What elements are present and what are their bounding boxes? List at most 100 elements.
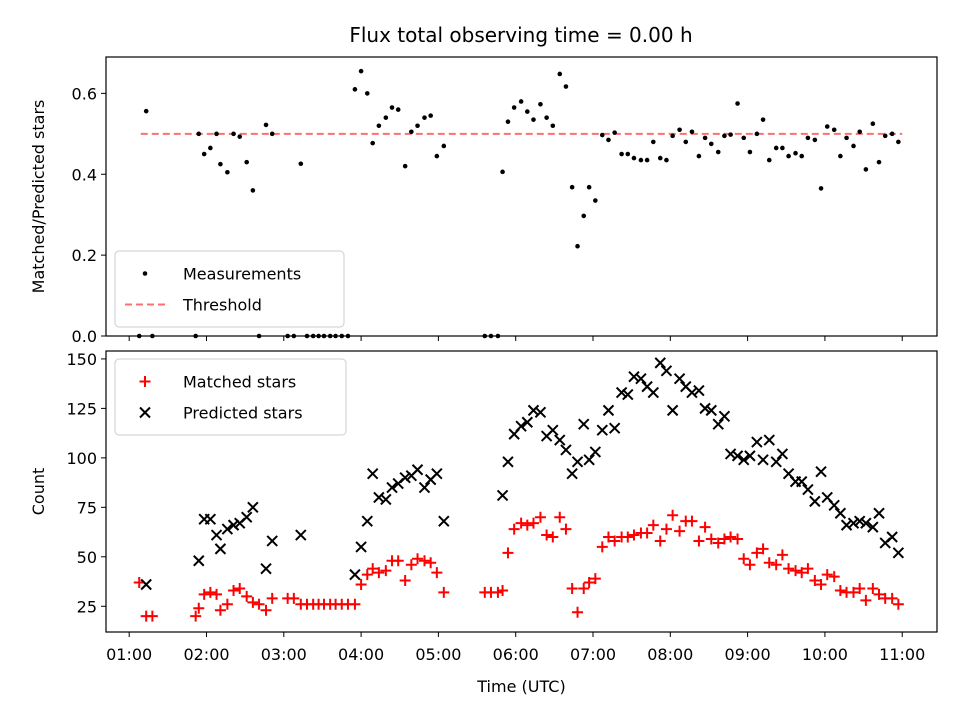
legend-label: Predicted stars (183, 404, 303, 423)
counts-y-axis: 25 50 75 100 125 150 (66, 350, 106, 616)
data-point (625, 151, 631, 157)
data-point (339, 333, 345, 339)
data-point (718, 410, 731, 423)
data-point (889, 131, 895, 137)
x-axis-label: Time (UTC) (476, 677, 565, 696)
x-tick-label: 02:00 (183, 645, 229, 664)
data-point (497, 584, 509, 596)
ratio-y-tick-label: 0.0 (72, 327, 97, 346)
data-point (651, 139, 656, 145)
data-point (352, 87, 358, 92)
data-point (760, 117, 766, 122)
data-point (244, 159, 249, 165)
data-point (790, 565, 802, 577)
data-point (211, 588, 223, 600)
data-point (208, 145, 213, 151)
legend-marker-swatch (139, 406, 151, 419)
legend-marker-swatch (142, 271, 148, 276)
data-point (628, 371, 640, 383)
ratio-y-tick-label: 0.2 (72, 246, 97, 265)
data-point (531, 117, 536, 122)
data-point (140, 578, 152, 591)
data-point (896, 139, 901, 145)
ratio-y-tick-label: 0.4 (72, 165, 97, 184)
data-point (712, 418, 724, 430)
data-point (606, 137, 611, 143)
data-point (589, 573, 601, 585)
data-point (198, 588, 210, 600)
data-point (376, 123, 382, 129)
ratio-legend: Measurements Threshold (114, 250, 345, 328)
ratio-panel: 0.0 0.2 0.4 0.6 Matched/Predicted stars Mea… (29, 56, 938, 346)
data-point (247, 501, 259, 514)
legend-label: Measurements (183, 265, 301, 284)
data-point (722, 133, 727, 139)
data-point (751, 436, 763, 448)
data-point (860, 517, 872, 529)
legend-marker-swatch (139, 376, 151, 387)
data-point (754, 131, 760, 137)
data-point (409, 129, 414, 135)
data-point (295, 529, 307, 541)
data-point (554, 511, 566, 523)
data-point (496, 489, 509, 502)
data-point (237, 134, 243, 139)
data-point (521, 416, 534, 428)
data-point (821, 569, 833, 581)
data-point (349, 568, 361, 581)
data-point (770, 559, 782, 571)
series-predicted-stars (140, 357, 905, 591)
data-point (589, 446, 602, 458)
data-point (683, 139, 689, 145)
counts-y-tick-label: 25 (77, 597, 97, 616)
data-point (538, 102, 543, 107)
x-tick-label: 09:00 (725, 645, 771, 664)
data-point (146, 610, 158, 622)
data-point (288, 592, 300, 604)
data-point (776, 549, 788, 561)
data-point (190, 610, 202, 622)
data-point (266, 592, 278, 604)
data-point (193, 555, 205, 567)
data-point (631, 155, 637, 161)
x-tick-label: 06:00 (493, 645, 539, 664)
data-point (886, 531, 898, 543)
data-point (786, 153, 791, 159)
data-point (269, 131, 275, 137)
data-point (370, 140, 375, 146)
data-point (844, 135, 849, 141)
data-point (708, 141, 714, 147)
data-point (838, 153, 843, 159)
data-point (705, 533, 717, 545)
data-point (415, 123, 420, 129)
data-point (431, 567, 443, 579)
data-point (581, 213, 587, 219)
data-point (828, 499, 840, 512)
data-point (664, 157, 669, 163)
data-point (802, 483, 814, 496)
data-point (358, 68, 364, 74)
data-point (541, 529, 553, 541)
data-point (389, 105, 395, 110)
data-point (622, 388, 634, 401)
data-point (482, 333, 488, 339)
data-point (502, 547, 514, 559)
data-point (718, 533, 730, 545)
data-point (876, 159, 882, 165)
data-point (757, 454, 769, 466)
data-point (715, 149, 721, 155)
data-point (824, 124, 830, 129)
ratio-x-ticks (128, 336, 903, 341)
counts-y-tick-label: 50 (77, 548, 97, 567)
data-point (599, 132, 605, 138)
data-point (534, 406, 547, 419)
data-point (550, 123, 556, 129)
data-point (882, 133, 888, 139)
data-point (596, 424, 608, 436)
data-point (560, 523, 572, 535)
data-point (725, 531, 737, 543)
data-point (809, 495, 821, 508)
data-point (366, 467, 379, 480)
data-point (527, 404, 540, 417)
